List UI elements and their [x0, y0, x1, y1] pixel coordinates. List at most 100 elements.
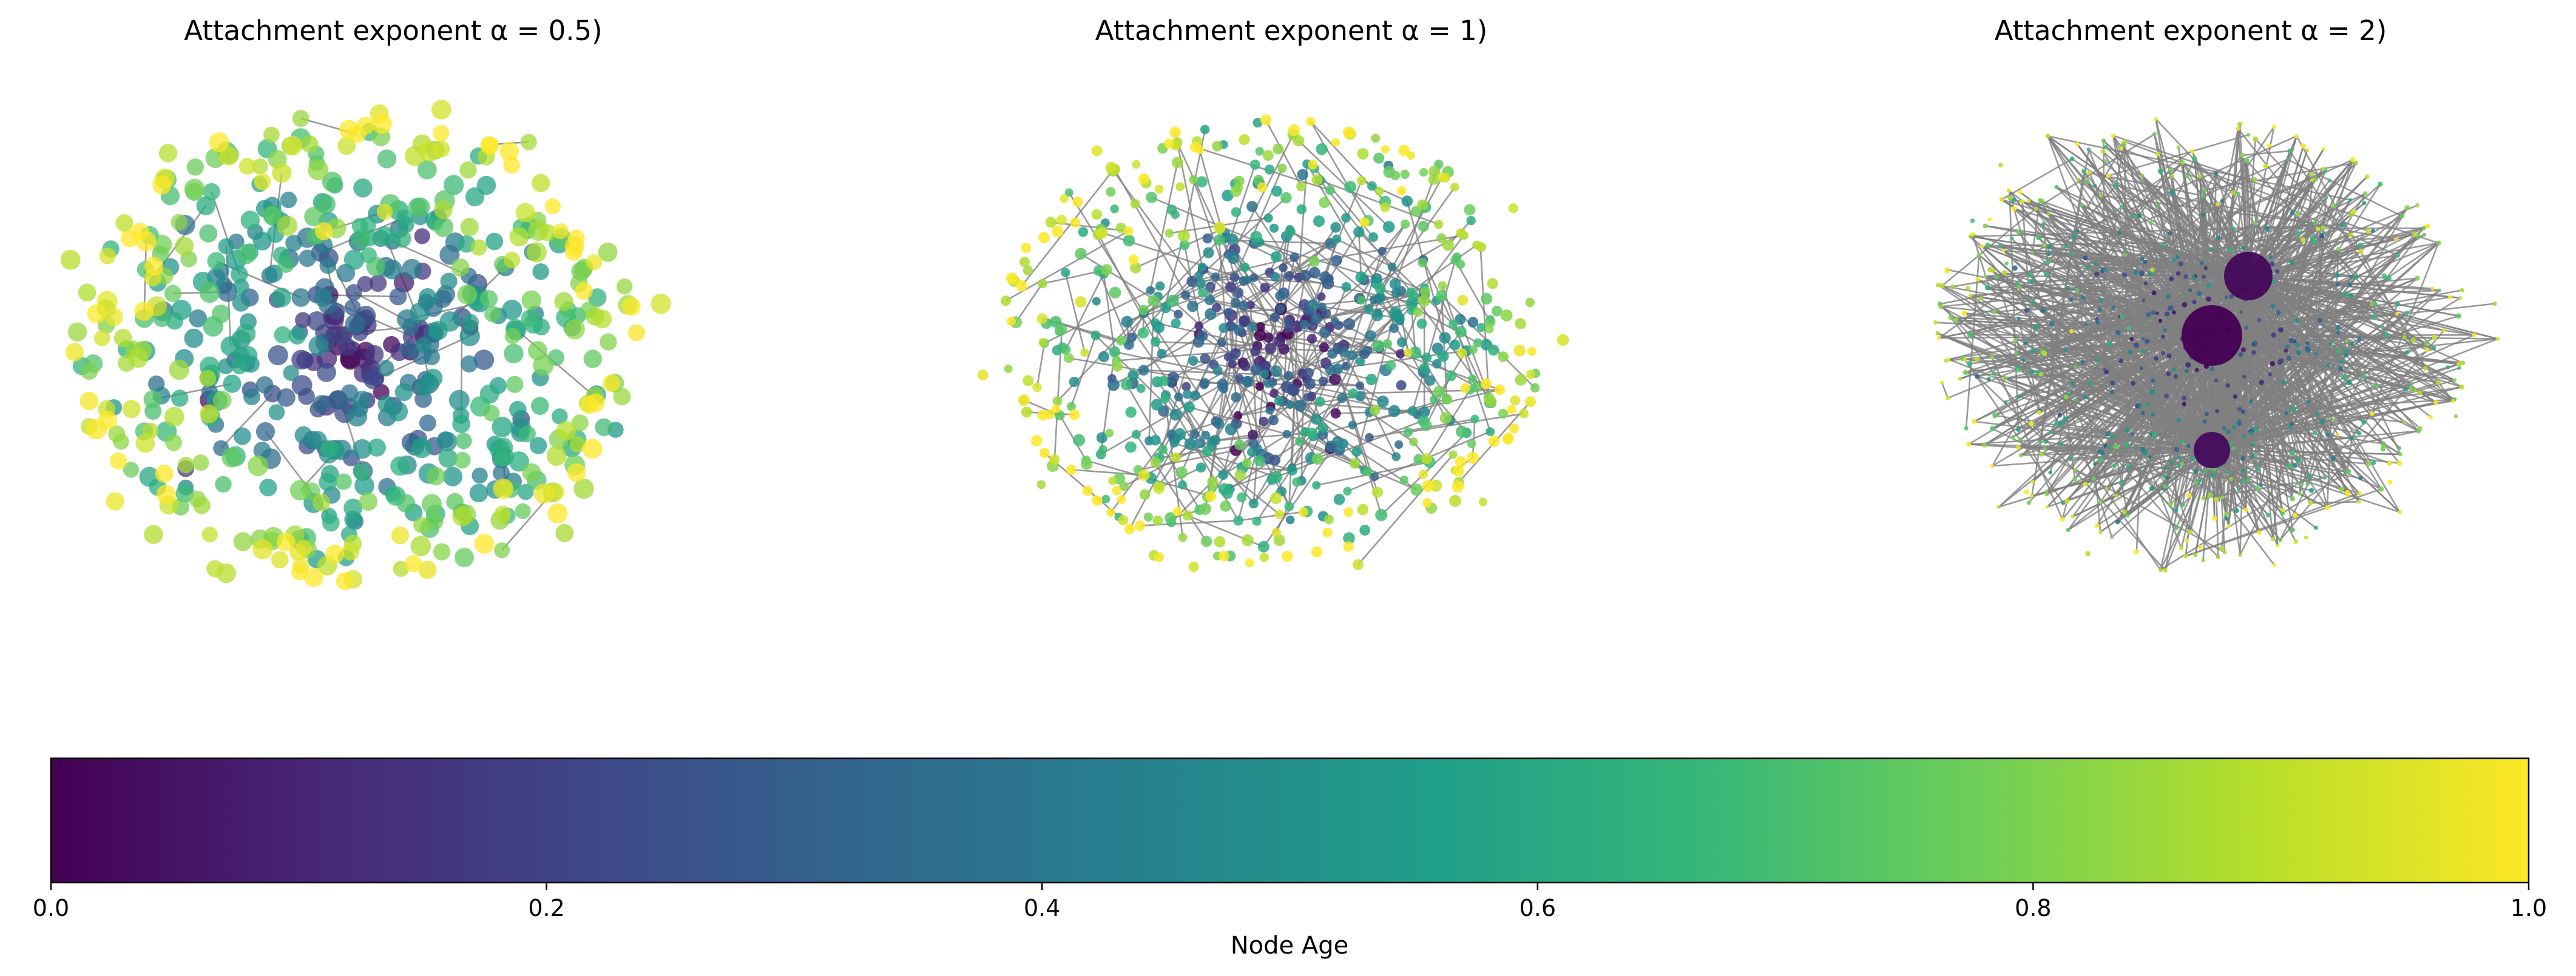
graph-node	[1171, 452, 1182, 463]
graph-node	[1284, 501, 1294, 511]
graph-node	[2323, 476, 2327, 480]
graph-node	[1260, 369, 1269, 379]
graph-node	[2234, 508, 2239, 513]
graph-node	[2148, 454, 2152, 459]
graph-node	[515, 203, 535, 223]
graph-node	[2412, 231, 2418, 237]
graph-node	[353, 463, 370, 480]
graph-node	[1296, 181, 1307, 192]
graph-node	[1303, 393, 1313, 402]
graph-node	[1165, 512, 1177, 524]
graph-node	[1178, 533, 1188, 542]
graph-node	[1310, 413, 1322, 425]
graph-node	[313, 493, 331, 512]
graph-node	[1223, 308, 1233, 317]
graph-node	[2344, 352, 2349, 358]
graph-node	[2246, 133, 2251, 137]
graph-node	[2404, 386, 2409, 392]
graph-node	[2140, 411, 2145, 416]
graph-node	[2348, 232, 2353, 238]
graph-node	[1242, 534, 1254, 547]
graph-node	[1242, 376, 1253, 386]
graph-node	[2069, 329, 2074, 334]
graph-node	[2340, 222, 2345, 227]
graph-node	[2270, 304, 2276, 309]
graph-node	[291, 564, 308, 581]
graph-node	[1101, 264, 1112, 276]
graph-node	[1219, 550, 1229, 562]
graph-node	[1030, 435, 1043, 446]
graph-node	[1056, 215, 1067, 226]
graph-node	[1166, 294, 1179, 307]
graph-node	[2117, 231, 2121, 235]
graph-node	[1138, 173, 1150, 185]
graph-node	[1212, 365, 1223, 375]
graph-node	[1944, 269, 1950, 274]
graph-node	[1343, 541, 1354, 552]
graph-edge	[1238, 510, 1308, 522]
graph-node	[2081, 169, 2087, 174]
graph-node	[2312, 221, 2317, 226]
graph-node	[2084, 322, 2088, 326]
graph-node	[67, 322, 87, 342]
graph-node	[2381, 273, 2387, 279]
graph-edge	[2248, 275, 2498, 340]
graph-node	[1990, 463, 1995, 468]
graph-edge	[1992, 334, 2213, 429]
graph-node	[1117, 495, 1126, 504]
graph-edge	[1180, 357, 1233, 473]
graph-node	[1357, 176, 1367, 186]
graph-node	[1494, 384, 1505, 395]
graph-node	[2266, 513, 2271, 518]
graph-node	[1178, 480, 1187, 490]
graph-node	[99, 247, 116, 264]
graph-node	[1146, 286, 1155, 295]
graph-node	[322, 514, 340, 532]
graph-node	[1432, 359, 1442, 369]
graph-node	[2017, 316, 2021, 321]
graph-node	[363, 369, 384, 389]
graph-node	[2350, 436, 2355, 440]
graph-node	[1061, 268, 1070, 277]
graph-node	[2241, 245, 2246, 251]
graph-node	[2446, 365, 2450, 369]
graph-edge	[2345, 289, 2440, 295]
graph-node	[1299, 269, 1311, 281]
graph-node	[2325, 432, 2330, 437]
graph-node	[2004, 261, 2009, 266]
graph-node	[2011, 198, 2017, 203]
graph-node	[2264, 226, 2270, 231]
graph-node	[2176, 463, 2182, 468]
graph-node	[1319, 326, 1331, 338]
graph-node	[2236, 191, 2240, 196]
graph-node	[1199, 503, 1211, 515]
graph-node	[2456, 361, 2462, 367]
graph-node	[1449, 494, 1461, 507]
graph-node	[2358, 249, 2364, 255]
graph-edge	[1021, 170, 1114, 287]
graph-edge	[2074, 469, 2225, 553]
graph-node	[2224, 516, 2229, 521]
graph-node	[1467, 451, 1479, 464]
graph-edge	[1298, 140, 1390, 228]
graph-node	[2404, 311, 2409, 316]
graph-node	[2101, 138, 2106, 143]
graph-node	[1123, 226, 1134, 236]
graph-node	[415, 337, 431, 354]
graph-node	[2437, 288, 2442, 292]
graph-node	[2023, 341, 2028, 345]
graph-node	[1184, 438, 1197, 450]
graph-node	[1374, 187, 1384, 196]
graph-node	[1308, 160, 1318, 170]
graph-node	[1999, 197, 2004, 202]
graph-node	[2306, 399, 2311, 404]
graph-node	[93, 330, 110, 346]
graph-node	[1001, 295, 1011, 306]
graph-node	[2029, 370, 2033, 374]
graph-node	[252, 158, 268, 175]
graph-node	[462, 314, 479, 331]
graph-node	[333, 327, 350, 345]
graph-node	[2229, 294, 2234, 299]
graph-node	[1195, 271, 1204, 280]
graph-node	[1464, 204, 1476, 216]
